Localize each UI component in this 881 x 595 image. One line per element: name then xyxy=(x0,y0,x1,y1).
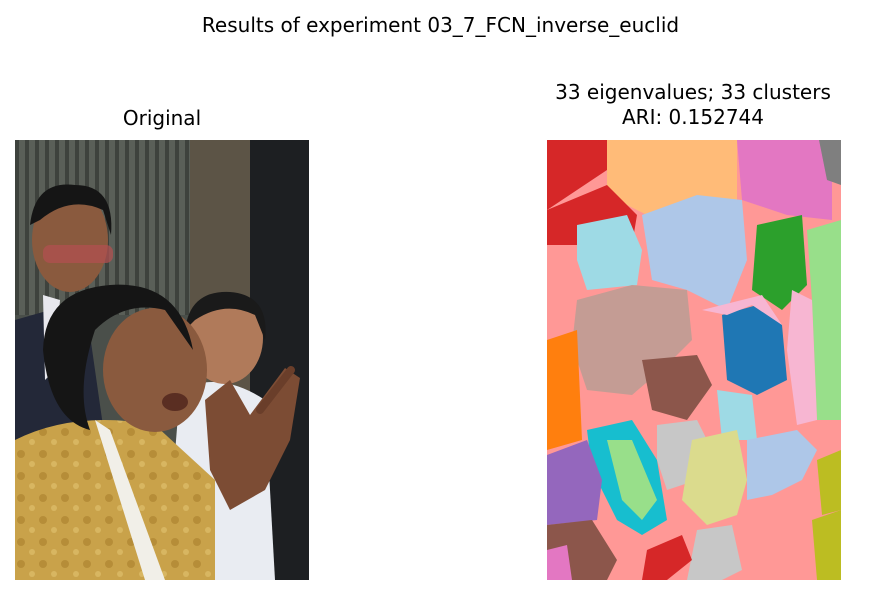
segment-periwinkle xyxy=(642,195,747,310)
photo-woman-robe xyxy=(15,420,215,580)
original-image xyxy=(15,140,309,580)
segment-lightpink xyxy=(787,290,817,425)
clusters-title: 33 eigenvalues; 33 clusters ARI: 0.15274… xyxy=(495,80,881,130)
photo-woman2-hair xyxy=(185,291,266,340)
photo-man-face xyxy=(32,188,108,292)
segment-brown xyxy=(642,355,712,420)
original-title: Original xyxy=(122,106,202,130)
segment-lightblue-2 xyxy=(717,390,757,440)
segment-periwinkle-2 xyxy=(747,430,817,500)
photo-woman-collar xyxy=(95,420,165,580)
photo-man-glasses xyxy=(43,245,113,263)
photo-finger xyxy=(256,366,295,414)
segment-red-bottom xyxy=(642,535,692,580)
clusters-title-line2: ARI: 0.152744 xyxy=(621,105,764,129)
segment-pink-bottom xyxy=(547,545,572,580)
segment-gray-corner xyxy=(819,140,841,185)
segment-lightblue xyxy=(577,215,642,290)
photo-woman-mouth xyxy=(162,393,188,411)
clusters-title-line1: 33 eigenvalues; 33 clusters xyxy=(555,80,831,104)
photo-woman-hair xyxy=(43,284,193,430)
segment-khaki xyxy=(682,430,747,525)
photo-hands xyxy=(205,368,300,510)
segment-arc xyxy=(702,295,782,325)
segment-green xyxy=(752,215,807,310)
segment-lightgreen xyxy=(807,220,841,420)
segment-red-topleft xyxy=(547,140,607,210)
segment-orange xyxy=(547,330,582,450)
segment-olive xyxy=(817,450,841,515)
segment-lightgreen-2 xyxy=(607,440,657,520)
segment-blue xyxy=(722,305,787,395)
segment-purple xyxy=(547,440,602,525)
figure-suptitle: Results of experiment 03_7_FCN_inverse_e… xyxy=(201,13,680,37)
segment-silver-2 xyxy=(687,525,742,580)
segment-olive-2 xyxy=(812,510,841,580)
cluster-map xyxy=(547,140,841,580)
segment-pink xyxy=(737,140,832,220)
photo-man-hair xyxy=(30,184,112,235)
photo-woman-face xyxy=(103,308,207,432)
